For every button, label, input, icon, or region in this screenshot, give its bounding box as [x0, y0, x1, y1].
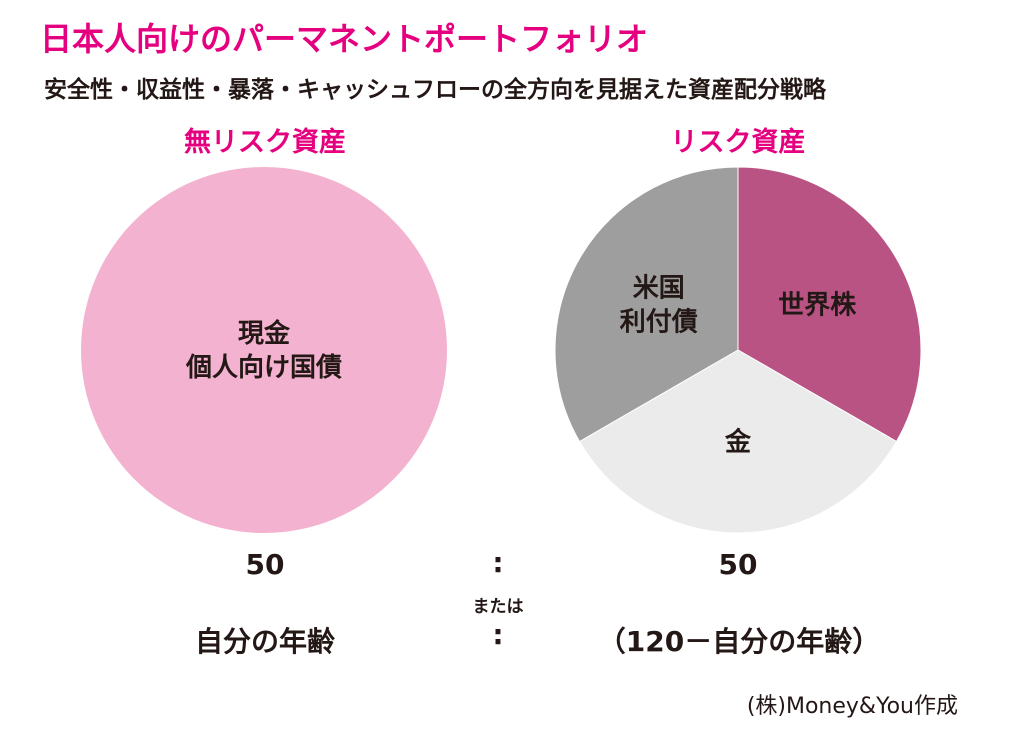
left-ratio-value: 50 [245, 548, 285, 581]
pie1-label-1: 金 [724, 427, 752, 458]
pie1-slice-0 [737, 166, 922, 443]
pie0-slice-0 [81, 167, 447, 533]
left-ratio-formula: 自分の年齢 [194, 625, 335, 658]
or-label: または [472, 597, 524, 617]
page-subtitle: 安全性・収益性・暴落・キャッシュフローの全方向を見据えた資産配分戦略 [44, 77, 826, 103]
pie1-slice-2 [554, 166, 739, 443]
right-ratio-value: 50 [718, 548, 758, 581]
risk-asset-heading: リスク資産 [670, 127, 806, 158]
pie1-label-0: 世界株 [778, 290, 857, 320]
pie1-label-2: 米国利付債 [620, 273, 698, 337]
ratio-colon-top: : [492, 546, 504, 579]
pie0-label-0: 現金個人向け国債 [185, 318, 342, 383]
ratio-colon-bottom: : [492, 618, 504, 651]
risk-free-pie: 現金個人向け国債 [81, 167, 447, 533]
page-title: 日本人向けのパーマネントポートフォリオ [40, 20, 649, 58]
risk-free-heading: 無リスク資産 [184, 127, 346, 158]
credit-text: (株)Money&You作成 [746, 694, 958, 719]
right-ratio-formula: （120－自分の年齢） [597, 625, 881, 658]
